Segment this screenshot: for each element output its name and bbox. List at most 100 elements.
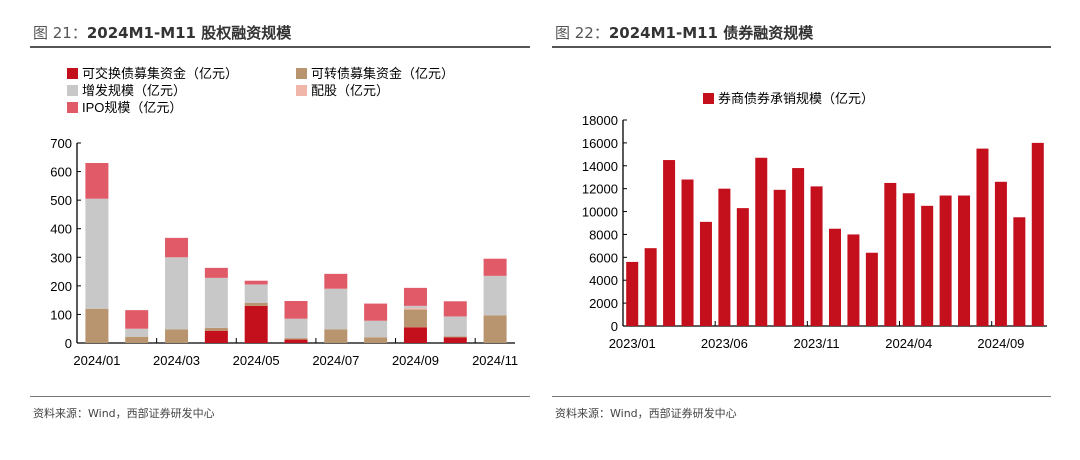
bar-4-2024/11 xyxy=(483,258,507,276)
bar-3-2024/05 xyxy=(244,284,268,303)
y-tick-label: 14000 xyxy=(582,159,618,174)
bar-3-2024/08 xyxy=(364,320,388,338)
bar-1-2024/06 xyxy=(284,338,308,340)
bar-0-2023/12 xyxy=(829,228,841,326)
footer-divider xyxy=(30,396,530,397)
bar-1-2024/02 xyxy=(125,336,149,343)
bar-0-2024/06 xyxy=(939,195,952,326)
bar-0-2024/05 xyxy=(921,205,934,326)
bar-1-2024/10 xyxy=(443,336,467,338)
bar-1-2024/05 xyxy=(244,303,268,306)
bar-0-2023/11 xyxy=(810,186,823,326)
bar-0-2024/03 xyxy=(884,182,897,326)
legend-label: IPO规模（亿元） xyxy=(82,100,182,115)
bar-4-2024/07 xyxy=(324,273,348,289)
bar-0-2024/04 xyxy=(204,330,228,343)
bar-4-2024/09 xyxy=(403,287,427,306)
left-figure-title: 图 21：2024M1-M11 股权融资规模 xyxy=(33,22,291,43)
x-tick-label: 2024/01 xyxy=(73,353,120,368)
bar-0-2024/09 xyxy=(994,181,1007,326)
bar-0-2024/04 xyxy=(902,193,915,326)
bar-1-2024/08 xyxy=(364,337,388,343)
title-divider xyxy=(552,46,1051,48)
figure-title-text: 2024M1-M11 债券融资规模 xyxy=(608,24,814,42)
right-figure-title: 图 22：2024M1-M11 债券融资规模 xyxy=(555,22,813,43)
bar-1-2024/09 xyxy=(403,309,427,328)
bar-0-2023/06 xyxy=(718,188,731,326)
footer-divider xyxy=(552,396,1051,397)
y-tick-label: 10000 xyxy=(582,205,618,220)
x-tick-label: 2024/09 xyxy=(977,336,1024,351)
bar-0-2024/07 xyxy=(958,195,971,326)
bar-1-2024/07 xyxy=(324,329,348,343)
bar-0-2023/09 xyxy=(773,189,786,326)
figure-number: 图 22： xyxy=(555,24,609,42)
title-divider xyxy=(30,46,530,48)
legend-label: 券商债券承销规模（亿元） xyxy=(718,91,874,106)
y-tick-label: 100 xyxy=(50,307,72,322)
x-tick-label: 2023/06 xyxy=(701,336,748,351)
bar-0-2024/02 xyxy=(865,252,878,326)
y-tick-label: 18000 xyxy=(582,113,618,128)
legend-label: 可交换债募集资金（亿元） xyxy=(82,66,238,81)
source-note: 资料来源：Wind，西部证券研发中心 xyxy=(33,407,215,420)
bar-4-2024/02 xyxy=(125,310,149,329)
bar-4-2024/03 xyxy=(165,237,189,258)
y-tick-label: 700 xyxy=(50,136,72,151)
bar-0-2024/10 xyxy=(1013,217,1026,326)
bar-0-2023/07 xyxy=(736,208,749,326)
bar-0-2024/10 xyxy=(443,337,467,343)
bar-2-2024/09 xyxy=(403,308,427,310)
x-tick-label: 2024/04 xyxy=(885,336,932,351)
bar-4-2024/10 xyxy=(443,301,467,317)
bar-0-2024/06 xyxy=(284,339,308,343)
legend-swatch xyxy=(296,85,307,96)
bar-0-2024/11 xyxy=(1031,142,1044,326)
bar-3-2024/04 xyxy=(204,277,228,328)
bar-4-2024/05 xyxy=(244,280,268,285)
bar-0-2024/09 xyxy=(403,327,427,343)
bar-0-2023/08 xyxy=(755,157,768,326)
figure-number: 图 21： xyxy=(33,24,87,42)
bar-4-2024/06 xyxy=(284,301,308,319)
bar-3-2024/07 xyxy=(324,288,348,330)
y-tick-label: 4000 xyxy=(589,273,618,288)
bar-0-2023/10 xyxy=(792,168,805,326)
legend-label: 可转债募集资金（亿元） xyxy=(311,66,454,81)
bar-0-2023/01 xyxy=(626,261,639,326)
legend-swatch xyxy=(67,102,78,113)
bar-0-2024/08 xyxy=(976,148,989,326)
bar-1-2024/01 xyxy=(85,308,109,343)
x-tick-label: 2024/07 xyxy=(312,353,359,368)
bar-3-2024/11 xyxy=(483,275,507,316)
legend-label: 配股（亿元） xyxy=(311,83,389,98)
y-tick-label: 500 xyxy=(50,193,72,208)
bar-3-2024/01 xyxy=(85,198,109,309)
y-tick-label: 6000 xyxy=(589,250,618,265)
x-tick-label: 2024/05 xyxy=(233,353,280,368)
bar-0-2023/02 xyxy=(644,248,657,326)
bar-3-2024/06 xyxy=(284,318,308,339)
y-tick-label: 2000 xyxy=(589,296,618,311)
y-tick-label: 12000 xyxy=(582,182,618,197)
bar-4-2024/01 xyxy=(85,163,109,199)
bar-0-2023/05 xyxy=(699,221,712,326)
y-tick-label: 0 xyxy=(611,319,618,334)
bar-3-2024/03 xyxy=(165,257,189,330)
bar-1-2024/04 xyxy=(204,327,228,331)
legend-swatch xyxy=(67,85,78,96)
legend-swatch xyxy=(703,93,714,104)
y-tick-label: 16000 xyxy=(582,136,618,151)
x-tick-label: 2024/11 xyxy=(472,353,518,368)
bar-0-2024/05 xyxy=(244,305,268,343)
bar-3-2024/02 xyxy=(125,328,149,337)
x-tick-label: 2024/09 xyxy=(392,353,439,368)
y-tick-label: 600 xyxy=(50,165,72,180)
legend-swatch xyxy=(67,68,78,79)
legend-swatch xyxy=(296,68,307,79)
bar-0-2023/03 xyxy=(663,160,676,326)
x-tick-label: 2023/01 xyxy=(609,336,656,351)
y-tick-label: 400 xyxy=(50,222,72,237)
bar-1-2024/11 xyxy=(483,315,507,343)
